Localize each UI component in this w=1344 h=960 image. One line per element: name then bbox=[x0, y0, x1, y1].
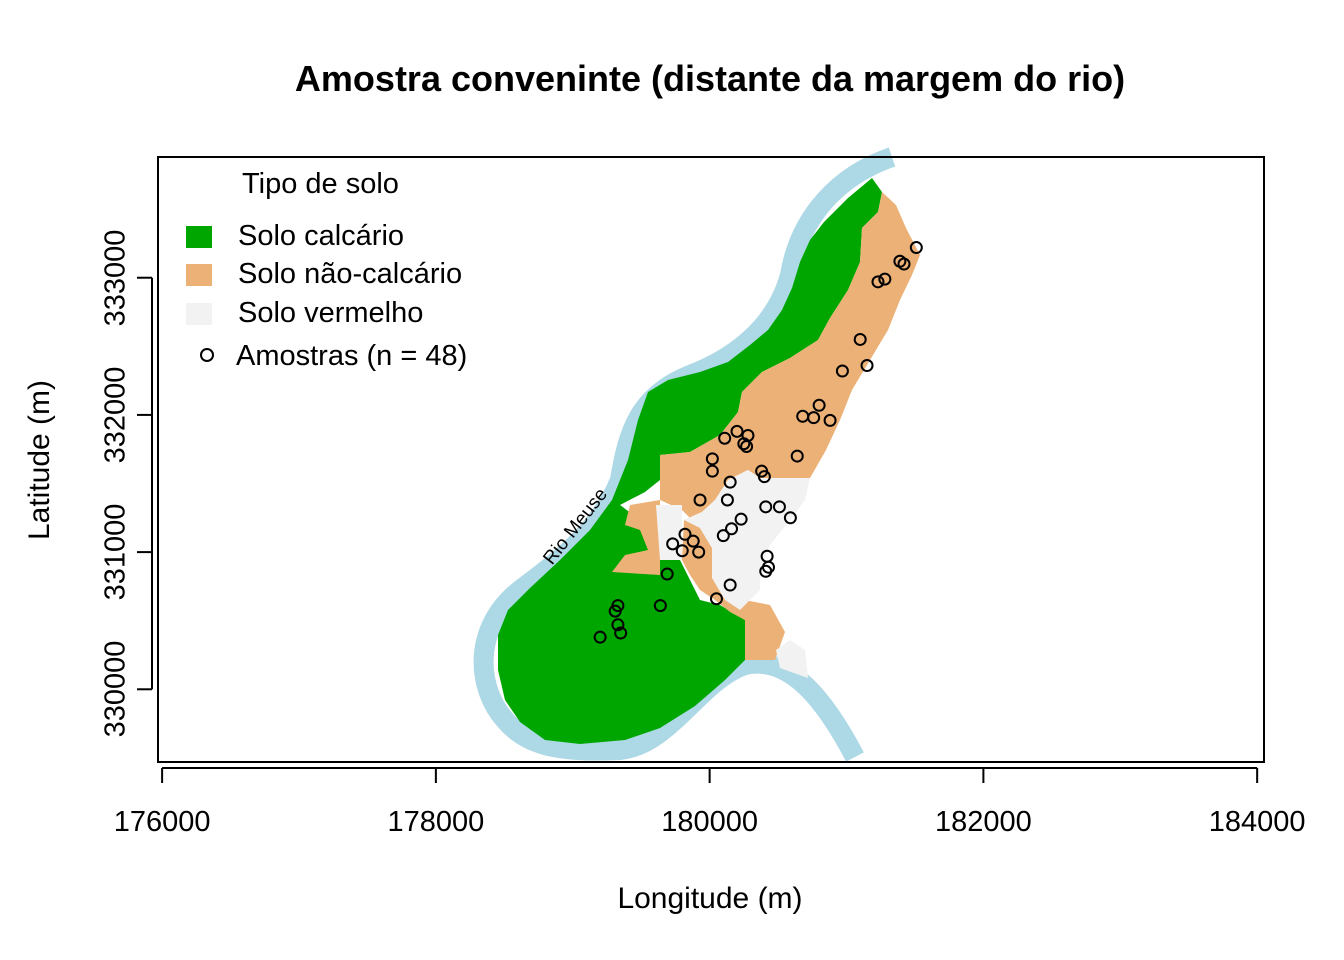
x-axis-label: Longitude (m) bbox=[617, 882, 803, 915]
sample-point bbox=[796, 409, 810, 423]
sample-point bbox=[730, 424, 744, 438]
x-tick-label: 180000 bbox=[661, 806, 759, 838]
legend-label-samples: Amostras (n = 48) bbox=[236, 340, 468, 372]
sample-point bbox=[734, 512, 748, 526]
y-tick-label: 331000 bbox=[99, 503, 132, 601]
sample-point bbox=[723, 475, 737, 489]
sample-point bbox=[678, 527, 692, 541]
x-tick-label: 182000 bbox=[935, 806, 1032, 838]
sample-point bbox=[720, 493, 734, 507]
sample-points bbox=[593, 241, 923, 644]
sample-point bbox=[740, 439, 754, 453]
x-tick-label: 178000 bbox=[387, 806, 485, 838]
chart-title: Amostra conveninte (distante da margem d… bbox=[294, 58, 1126, 99]
sample-point bbox=[737, 437, 751, 451]
sample-point bbox=[835, 364, 849, 378]
sample-point bbox=[897, 257, 911, 271]
legend-label-non-calcareous: Solo não-calcário bbox=[238, 258, 463, 290]
sample-point bbox=[653, 599, 667, 613]
sample-point bbox=[759, 564, 773, 578]
calcareous-swatch bbox=[186, 226, 212, 248]
sample-point bbox=[757, 470, 771, 484]
sample-point bbox=[718, 431, 732, 445]
sample-point bbox=[853, 332, 867, 346]
legend-label-calcareous: Solo calcário bbox=[238, 220, 405, 252]
sample-point bbox=[716, 529, 730, 543]
y-tick-label: 332000 bbox=[99, 366, 132, 464]
sample-point bbox=[693, 493, 707, 507]
sample-point bbox=[860, 359, 874, 373]
legend-item-calcareous: Solo calcário bbox=[180, 220, 540, 252]
soil-red-region-south bbox=[776, 640, 808, 678]
sample-point bbox=[759, 500, 773, 514]
y-tick-label: 330000 bbox=[99, 640, 132, 738]
soil-red-region-west bbox=[656, 505, 682, 560]
sample-point bbox=[723, 578, 737, 592]
sample-point bbox=[692, 545, 706, 559]
soil-calcareous-region bbox=[498, 178, 882, 744]
sample-point bbox=[823, 413, 837, 427]
sample-point bbox=[709, 592, 723, 606]
y-tick-label: 333000 bbox=[99, 229, 132, 327]
sample-point bbox=[909, 241, 923, 255]
sample-point bbox=[675, 544, 689, 558]
sample-point bbox=[660, 567, 674, 581]
legend-item-red-soil: Solo vermelho bbox=[180, 297, 540, 329]
non-calcareous-swatch bbox=[186, 264, 212, 286]
sample-point bbox=[725, 522, 739, 536]
legend-item-samples: Amostras (n = 48) bbox=[180, 340, 540, 372]
x-tick-label: 176000 bbox=[113, 806, 211, 838]
sample-point bbox=[812, 398, 826, 412]
sample-point bbox=[871, 275, 885, 289]
sample-point bbox=[611, 618, 625, 632]
sample-point bbox=[614, 626, 628, 640]
sample-point bbox=[593, 630, 607, 644]
red-soil-swatch bbox=[186, 303, 212, 325]
sample-point bbox=[705, 464, 719, 478]
legend-label-red-soil: Solo vermelho bbox=[238, 297, 424, 329]
soil-red-region bbox=[684, 470, 810, 610]
plot-frame bbox=[157, 156, 1265, 763]
sample-point bbox=[878, 272, 892, 286]
sample-point bbox=[666, 537, 680, 551]
sample-point bbox=[608, 604, 622, 618]
legend-title: Tipo de solo bbox=[242, 168, 399, 200]
sample-circle-icon bbox=[200, 348, 214, 362]
sample-point bbox=[790, 449, 804, 463]
y-axis-label: Latitude (m) bbox=[23, 379, 56, 541]
sample-point bbox=[783, 511, 797, 525]
legend-item-non-calcareous: Solo não-calcário bbox=[180, 258, 540, 290]
x-tick-label: 184000 bbox=[1208, 806, 1306, 838]
axes bbox=[137, 276, 1259, 783]
sample-point bbox=[772, 500, 786, 514]
sample-point bbox=[705, 452, 719, 466]
sample-point bbox=[686, 534, 700, 548]
